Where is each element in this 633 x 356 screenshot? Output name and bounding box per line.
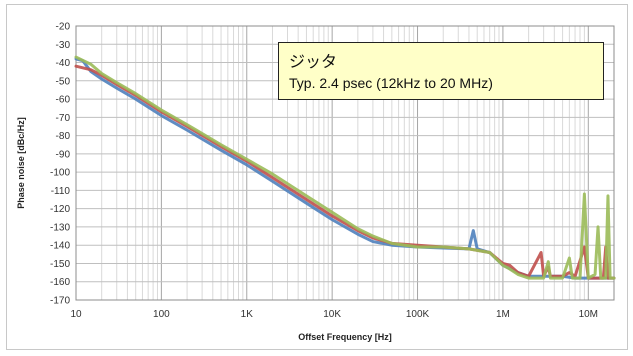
y-tick-label: -120 (50, 204, 70, 215)
y-tick-label: -130 (50, 222, 70, 233)
x-tick-label: 10 (70, 309, 82, 320)
y-tick-label: -20 (56, 22, 71, 33)
y-tick-label: -160 (50, 277, 70, 288)
series-layer (74, 55, 616, 280)
y-tick-label: -170 (50, 296, 70, 307)
x-tick-label: 1M (496, 309, 510, 320)
y-tick-label: -140 (50, 241, 70, 252)
y-axis-tick-labels: -20 -30 -40 -50 -60 -70 -80 -90 -100 -110 -120 -130… (50, 22, 70, 307)
x-axis-tick-labels: 10 100 1K 10K 100K 1M 10M (70, 309, 598, 320)
x-tick-label: 100K (406, 309, 430, 320)
x-tick-label: 100 (153, 309, 170, 320)
series-line-3 (74, 55, 616, 280)
y-tick-label: -60 (56, 95, 71, 106)
x-tick-label: 10M (579, 309, 598, 320)
y-tick-label: -110 (51, 186, 71, 197)
y-tick-label: -80 (56, 131, 71, 142)
y-tick-label: -70 (56, 113, 71, 124)
y-tick-label: -40 (56, 58, 71, 69)
y-tick-label: -90 (56, 149, 71, 160)
plot-area-border (75, 25, 615, 301)
jitter-annotation-box: ジッタ Typ. 2.4 psec (12kHz to 20 MHz) (278, 42, 604, 100)
x-tick-label: 1K (241, 309, 254, 320)
jitter-annotation-title: ジッタ (289, 52, 338, 71)
x-axis-title: Offset Frequency [Hz] (298, 332, 392, 342)
y-tick-label: -100 (50, 168, 70, 179)
y-tick-label: -150 (50, 259, 70, 270)
y-tick-label: -30 (56, 40, 71, 51)
jitter-annotation-text: Typ. 2.4 psec (12kHz to 20 MHz) (289, 75, 493, 91)
x-tick-label: 10K (323, 309, 341, 320)
y-tick-label: -50 (56, 76, 71, 87)
y-axis-title: Phase noise [dBc/Hz] (16, 117, 26, 209)
